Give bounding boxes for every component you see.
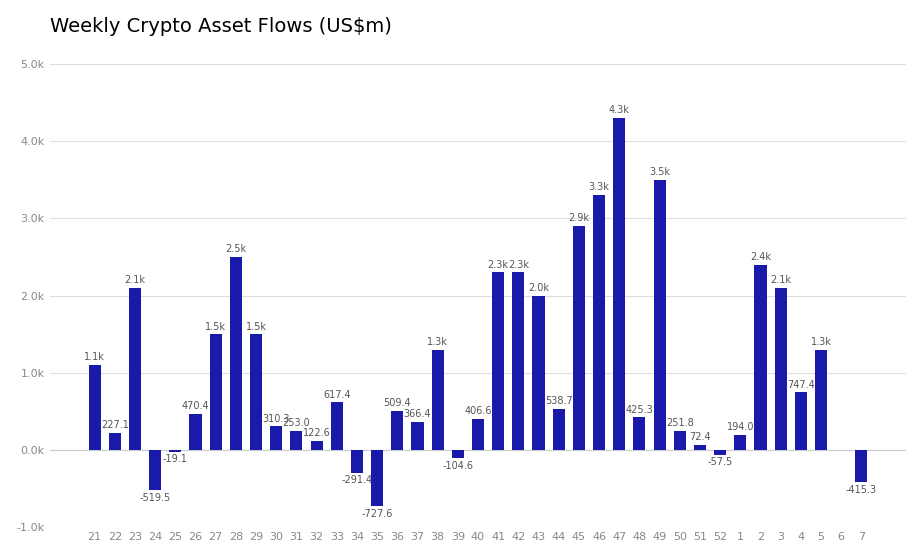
Text: 538.7: 538.7 — [545, 396, 572, 406]
Bar — [573, 226, 585, 450]
Text: 1.3k: 1.3k — [810, 337, 832, 347]
Bar — [674, 431, 686, 450]
Text: 3.5k: 3.5k — [649, 167, 670, 177]
Text: 1.3k: 1.3k — [427, 337, 448, 347]
Bar — [734, 435, 747, 450]
Text: 2.4k: 2.4k — [750, 252, 771, 262]
Bar — [391, 411, 403, 450]
Bar — [714, 450, 726, 454]
Bar — [270, 426, 282, 450]
Text: 425.3: 425.3 — [626, 405, 653, 415]
Bar — [613, 118, 625, 450]
Text: -415.3: -415.3 — [845, 485, 877, 495]
Text: 253.0: 253.0 — [282, 418, 310, 428]
Text: 194.0: 194.0 — [726, 423, 754, 433]
Bar — [169, 450, 182, 452]
Bar — [412, 422, 424, 450]
Bar — [451, 450, 464, 458]
Bar — [291, 430, 303, 450]
Bar — [593, 195, 605, 450]
Bar — [109, 433, 121, 450]
Text: 2.9k: 2.9k — [569, 214, 590, 224]
Bar — [533, 296, 545, 450]
Text: -727.6: -727.6 — [362, 509, 393, 519]
Bar — [250, 334, 262, 450]
Text: 406.6: 406.6 — [464, 406, 492, 416]
Bar — [694, 444, 706, 450]
Bar — [129, 288, 141, 450]
Bar — [230, 257, 242, 450]
Text: 1.5k: 1.5k — [246, 321, 267, 331]
Text: 4.3k: 4.3k — [609, 105, 629, 115]
Text: 1.5k: 1.5k — [205, 321, 226, 331]
Text: 617.4: 617.4 — [323, 390, 351, 400]
Text: 366.4: 366.4 — [403, 409, 431, 419]
Bar — [150, 450, 162, 490]
Text: 310.3: 310.3 — [262, 414, 290, 424]
Bar — [351, 450, 363, 473]
Text: 747.4: 747.4 — [787, 380, 815, 390]
Text: 2.3k: 2.3k — [487, 260, 509, 270]
Bar — [774, 288, 786, 450]
Text: -104.6: -104.6 — [442, 461, 473, 471]
Bar — [210, 334, 222, 450]
Bar — [633, 418, 645, 450]
Bar — [653, 179, 665, 450]
Text: 2.1k: 2.1k — [125, 275, 146, 285]
Bar — [472, 419, 484, 450]
Text: 3.3k: 3.3k — [589, 182, 609, 192]
Text: 2.3k: 2.3k — [508, 260, 529, 270]
Text: 470.4: 470.4 — [182, 401, 210, 411]
Text: 2.5k: 2.5k — [225, 244, 246, 254]
Text: -19.1: -19.1 — [163, 454, 187, 465]
Bar — [432, 350, 444, 450]
Bar — [795, 392, 807, 450]
Bar — [330, 402, 342, 450]
Bar — [189, 414, 201, 450]
Bar — [512, 272, 524, 450]
Text: -57.5: -57.5 — [708, 457, 733, 467]
Bar — [856, 450, 868, 482]
Bar — [310, 440, 323, 450]
Text: 2.0k: 2.0k — [528, 283, 549, 293]
Bar — [89, 365, 101, 450]
Text: -291.4: -291.4 — [342, 475, 373, 485]
Text: 1.1k: 1.1k — [84, 353, 105, 362]
Text: 251.8: 251.8 — [665, 418, 693, 428]
Text: 227.1: 227.1 — [101, 420, 129, 430]
Text: 509.4: 509.4 — [383, 398, 411, 408]
Text: 122.6: 122.6 — [303, 428, 330, 438]
Text: 72.4: 72.4 — [689, 432, 711, 442]
Text: 2.1k: 2.1k — [770, 275, 791, 285]
Bar — [553, 409, 565, 450]
Bar — [815, 350, 827, 450]
Text: Weekly Crypto Asset Flows (US$m): Weekly Crypto Asset Flows (US$m) — [50, 17, 391, 36]
Bar — [371, 450, 383, 506]
Bar — [754, 265, 766, 450]
Text: -519.5: -519.5 — [139, 493, 171, 503]
Bar — [492, 272, 504, 450]
